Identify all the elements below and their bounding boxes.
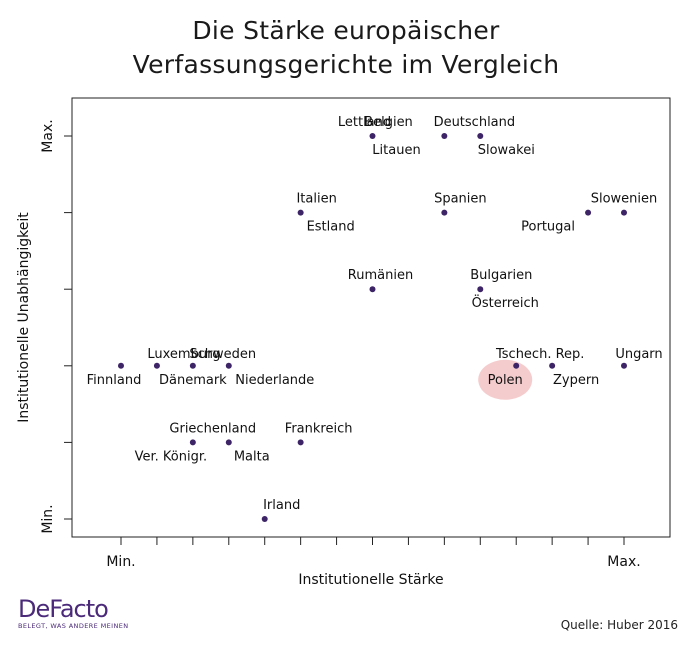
point-label-bulgarien: Bulgarien: [470, 268, 532, 283]
point-ver-königr-: [189, 439, 196, 446]
plot-frame: [71, 97, 671, 538]
point-label-belgien: Belgien: [364, 115, 413, 130]
point-tschech-rep-: [513, 362, 520, 369]
point-label-luxemburg: Luxemburg: [147, 347, 220, 362]
x-tick-label-0: Min.: [106, 554, 135, 570]
point-label-niederlande: Niederlande: [235, 373, 314, 388]
chart-title-line-2: Verfassungsgerichte im Vergleich: [132, 50, 560, 79]
point-dänemark: [189, 362, 196, 369]
point-label-zypern: Zypern: [553, 373, 599, 388]
x-axis-label: Institutionelle Stärke: [298, 572, 443, 588]
highlight-ellipse: [478, 359, 533, 400]
point-label-schweden: Schweden: [189, 347, 256, 362]
point-label-estland: Estland: [307, 220, 355, 235]
point-italien: [297, 209, 304, 216]
x-tick-label-1: Max.: [607, 554, 640, 570]
point-label-österreich: Österreich: [472, 294, 539, 311]
point-label-irland: Irland: [263, 498, 300, 513]
point-griechenland: [225, 439, 232, 446]
point-portugal: [585, 209, 592, 216]
point-label-ver-königr-: Ver. Königr.: [135, 449, 208, 464]
point-rumänien: [369, 286, 376, 293]
point-luxemburg: [153, 362, 160, 369]
point-deutschland: [441, 133, 448, 139]
point-label-portugal: Portugal: [521, 220, 575, 235]
y-tick-label-1: Max.: [40, 119, 56, 152]
point-label-dänemark: Dänemark: [159, 373, 227, 388]
point-label-tschech-rep-: Tschech. Rep.: [495, 347, 584, 362]
point-spanien: [441, 209, 448, 216]
point-label-spanien: Spanien: [434, 192, 487, 207]
point-slowakei: [477, 133, 484, 139]
point-bulgarien: [477, 286, 484, 293]
point-label-deutschland: Deutschland: [434, 115, 516, 130]
point-label-lettland: Lettland: [338, 115, 391, 130]
point-label-frankreich: Frankreich: [285, 421, 353, 436]
point-belgien: [369, 133, 376, 139]
defacto-logo: DeFacto BELEGT, WAS ANDERE MEINEN: [18, 596, 129, 630]
point-finnland: [118, 362, 124, 369]
point-label-griechenland: Griechenland: [169, 421, 256, 436]
point-irland: [261, 516, 268, 522]
point-label-finnland: Finnland: [87, 373, 142, 388]
point-label-italien: Italien: [296, 192, 336, 207]
point-label-polen: Polen: [488, 373, 523, 388]
point-ungarn: [621, 362, 627, 369]
point-label-slowenien: Slowenien: [591, 192, 658, 207]
point-label-slowakei: Slowakei: [478, 143, 535, 158]
point-label-litauen: Litauen: [372, 143, 420, 158]
point-label-malta: Malta: [234, 449, 270, 464]
point-slowenien: [621, 209, 627, 216]
point-label-ungarn: Ungarn: [615, 347, 662, 362]
logo-tagline: BELEGT, WAS ANDERE MEINEN: [18, 622, 129, 630]
point-label-rumänien: Rumänien: [348, 268, 413, 283]
chart-title-line-1: Die Stärke europäischer: [192, 16, 500, 45]
y-axis-label: Institutionelle Unabhängigkeit: [16, 212, 32, 423]
point-zypern: [549, 362, 556, 369]
y-tick-label-0: Min.: [40, 504, 56, 533]
point-frankreich: [297, 439, 304, 446]
source-note: Quelle: Huber 2016: [560, 618, 678, 632]
point-schweden: [225, 362, 232, 369]
logo-name: DeFacto: [18, 595, 109, 623]
